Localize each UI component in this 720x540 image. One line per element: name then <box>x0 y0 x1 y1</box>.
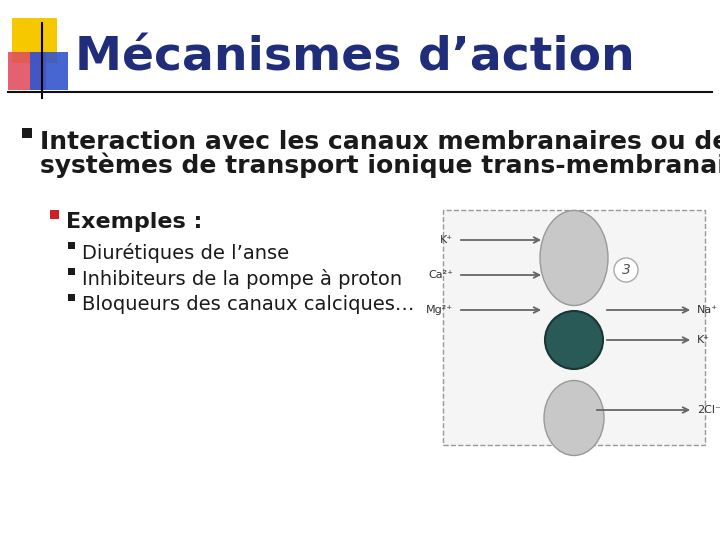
Text: Exemples :: Exemples : <box>66 212 202 232</box>
Text: Ca²⁺: Ca²⁺ <box>428 270 453 280</box>
Text: K⁺: K⁺ <box>697 335 710 345</box>
Text: Na⁺: Na⁺ <box>697 305 718 315</box>
Ellipse shape <box>544 381 604 456</box>
Bar <box>22 128 32 138</box>
Text: 3: 3 <box>621 263 631 277</box>
Text: Interaction avec les canaux membranaires ou des: Interaction avec les canaux membranaires… <box>40 130 720 154</box>
Bar <box>12 18 57 63</box>
Text: Mg²⁺: Mg²⁺ <box>426 305 453 315</box>
Ellipse shape <box>545 311 603 369</box>
Bar <box>68 268 75 275</box>
Text: 2Cl⁻: 2Cl⁻ <box>697 405 720 415</box>
Text: Diurétiques de l’anse: Diurétiques de l’anse <box>82 243 289 263</box>
Ellipse shape <box>540 211 608 306</box>
Bar <box>68 242 75 249</box>
Bar <box>68 294 75 301</box>
Bar <box>8 52 46 90</box>
Text: Mécanismes d’action: Mécanismes d’action <box>75 36 635 80</box>
Bar <box>30 52 68 90</box>
Text: Inhibiteurs de la pompe à proton: Inhibiteurs de la pompe à proton <box>82 269 402 289</box>
Text: Bloqueurs des canaux calciques…: Bloqueurs des canaux calciques… <box>82 295 415 314</box>
Bar <box>50 210 59 219</box>
Bar <box>443 210 705 445</box>
Ellipse shape <box>614 258 638 282</box>
Text: K⁺: K⁺ <box>440 235 453 245</box>
Text: systèmes de transport ionique trans-membranaire: systèmes de transport ionique trans-memb… <box>40 152 720 178</box>
